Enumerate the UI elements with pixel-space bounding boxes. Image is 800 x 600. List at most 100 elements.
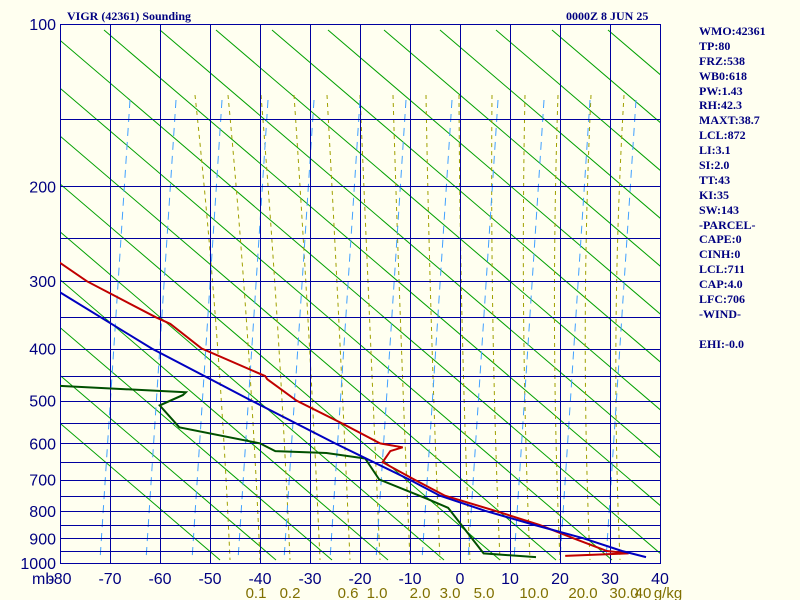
temperature-tick-label: 40 xyxy=(651,571,669,588)
pressure-tick-label: 100 xyxy=(29,17,56,34)
dry-adiabat-line xyxy=(495,29,660,171)
dry-adiabats xyxy=(60,29,660,561)
moist-adiabat-line xyxy=(553,94,561,561)
pressure-tick-label: 700 xyxy=(29,473,56,490)
sounding-index-item: WMO:42361 xyxy=(699,24,766,38)
temperature-tick-label: -20 xyxy=(348,571,371,588)
dry-adiabat-line xyxy=(103,29,660,506)
moist-adiabat-line xyxy=(425,94,441,561)
moist-adiabat-line xyxy=(326,94,351,561)
sounding-index-item: TP:80 xyxy=(699,38,731,53)
sounding-index-item: TT:43 xyxy=(699,172,731,187)
mixing-ratio-tick-label: 0.6 xyxy=(338,585,359,600)
sounding-index-item: SW:143 xyxy=(699,202,740,217)
moist-adiabat-line xyxy=(458,94,471,561)
profile-lines xyxy=(60,261,647,559)
temperature-tick-label: 30 xyxy=(601,571,619,588)
moist-adiabat-line xyxy=(392,94,411,561)
moist-adiabat-line xyxy=(293,94,321,561)
sounding-indices-panel: WMO:42361 TP:80 FRZ:538 WB0:618 PW:1.43 RH:42… xyxy=(699,24,799,352)
pressure-temperature-grid xyxy=(60,24,661,564)
mixing-ratio-tick-label: 20.0 xyxy=(568,585,597,600)
dry-adiabat-line xyxy=(60,183,501,561)
dry-adiabat-line xyxy=(215,29,660,411)
dry-adiabat-line xyxy=(60,374,277,561)
mixing-ratio-tick-label: 5.0 xyxy=(474,585,495,600)
mixing-ratio-line xyxy=(191,99,223,561)
moist-adiabat-line xyxy=(260,94,291,561)
dry-adiabat-line xyxy=(439,29,660,219)
dry-adiabat-line xyxy=(60,278,389,561)
temperature-tick-label: -50 xyxy=(198,571,221,588)
moist-adiabat-line xyxy=(491,94,501,561)
pressure-tick-label: 500 xyxy=(29,394,56,411)
pressure-tick-label: 600 xyxy=(29,436,56,453)
mixing-ratio-line xyxy=(375,99,407,561)
sounding-index-item: CINH:0 xyxy=(699,247,741,262)
pressure-unit-label: mb xyxy=(32,571,54,588)
sounding-datetime: 0000Z 8 JUN 25 xyxy=(566,9,648,23)
pressure-tick-label: 900 xyxy=(29,531,56,548)
mixing-ratio-lines xyxy=(99,99,637,561)
temperature-tick-labels: -80 -70 -60 -50 -40 -30 -20 -10 0 10 20 30 40 xyxy=(48,571,669,588)
dewpoint-profile-line xyxy=(60,384,537,559)
dry-adiabat-line xyxy=(551,29,660,123)
dry-adiabat-line xyxy=(60,87,613,561)
pressure-tick-label: 400 xyxy=(29,342,56,359)
moist-adiabat-line xyxy=(359,94,381,561)
sounding-index-item: WB0:618 xyxy=(699,68,747,83)
pressure-tick-label: 800 xyxy=(29,504,56,521)
sounding-index-item: EHI:-0.0 xyxy=(699,336,744,351)
mixing-ratio-line xyxy=(283,99,315,561)
sounding-index-item: LCL:872 xyxy=(699,128,746,143)
dry-adiabat-line xyxy=(327,29,660,315)
sounding-index-item: SI:2.0 xyxy=(699,158,730,173)
mixing-ratio-line xyxy=(329,99,361,561)
temperature-tick-label: -60 xyxy=(148,571,171,588)
sounding-index-item xyxy=(699,322,799,337)
temperature-tick-label: -10 xyxy=(398,571,421,588)
sounding-index-item: PW:1.43 xyxy=(699,83,743,98)
dry-adiabat-line xyxy=(60,231,445,561)
dry-adiabat-line xyxy=(60,39,660,554)
dry-adiabat-line xyxy=(60,326,333,561)
sounding-index-item: LCL:711 xyxy=(699,262,746,277)
station-title: VIGR (42361) Sounding xyxy=(67,9,191,23)
moist-adiabat-line xyxy=(194,94,231,561)
temperature-tick-label: -40 xyxy=(248,571,271,588)
mixing-ratio-line xyxy=(99,99,131,561)
dry-adiabat-line xyxy=(60,135,557,561)
mixing-ratio-line xyxy=(467,99,499,561)
dry-adiabat-line xyxy=(383,29,660,267)
pressure-tick-labels: 100 200 300 400 500 600 700 800 900 1000 xyxy=(20,17,56,573)
sounding-index-item: MAXT:38.7 xyxy=(699,113,760,128)
sounding-index-item: RH:42.3 xyxy=(699,98,742,113)
sounding-index-item: CAPE:0 xyxy=(699,232,742,247)
moist-adiabat-line xyxy=(615,94,625,561)
moist-adiabat-line xyxy=(584,94,592,561)
mixing-ratio-tick-label: 2.0 xyxy=(410,585,431,600)
dry-adiabat-line xyxy=(159,29,660,459)
temperature-tick-label: 0 xyxy=(456,571,465,588)
sounding-index-item: FRZ:538 xyxy=(699,53,745,68)
plot-frame xyxy=(60,24,661,564)
sounding-index-item: LI:3.1 xyxy=(699,143,731,158)
pressure-tick-label: 1000 xyxy=(20,556,56,573)
dry-adiabat-line xyxy=(271,29,660,363)
mixing-ratio-line xyxy=(559,99,591,561)
sounding-index-item: KI:35 xyxy=(699,187,729,202)
temperature-tick-label: 20 xyxy=(551,571,569,588)
mixing-ratio-line xyxy=(421,99,453,561)
pressure-tick-label: 300 xyxy=(29,274,56,291)
mixing-ratio-tick-labels: 0.1 0.2 0.6 1.0 2.0 3.0 5.0 10.0 20.0 30.040 g/kg xyxy=(246,585,683,600)
mixing-ratio-tick-label: 10.0 xyxy=(519,585,548,600)
mixing-ratio-line xyxy=(237,99,269,561)
sounding-index-item: -PARCEL- xyxy=(699,217,756,232)
dry-adiabat-line xyxy=(60,422,221,561)
temperature-tick-label: -70 xyxy=(98,571,121,588)
temperature-tick-label: -80 xyxy=(48,571,71,588)
sounding-index-item: CAP:4.0 xyxy=(699,277,743,292)
pressure-tick-label: 200 xyxy=(29,179,56,196)
sounding-index-item: LFC:706 xyxy=(699,292,745,307)
